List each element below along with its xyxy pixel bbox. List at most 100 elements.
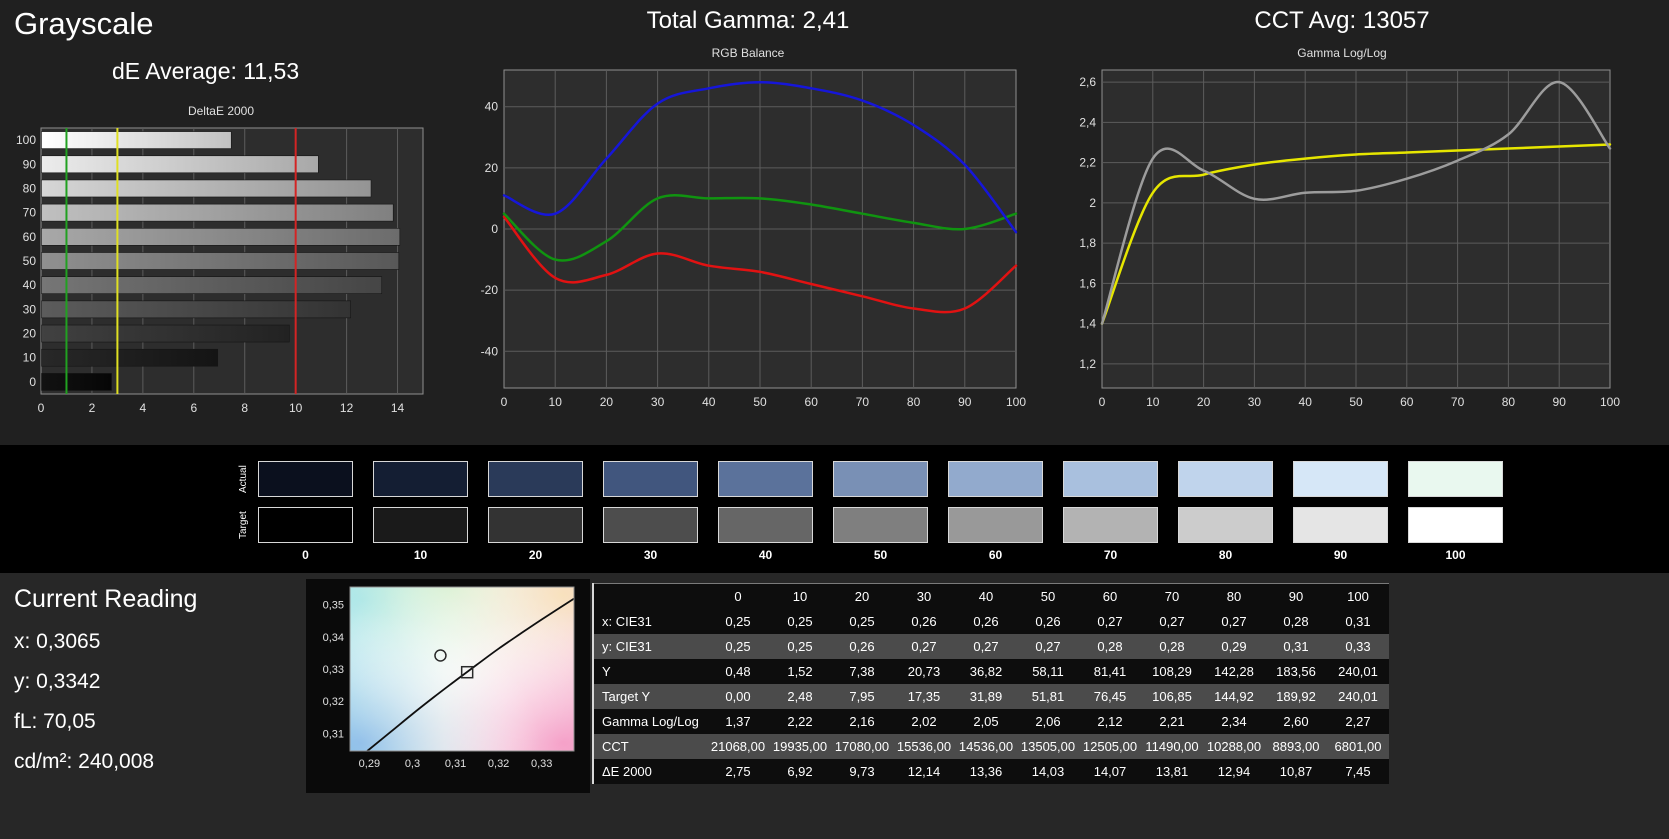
table-cell: 11490,00 [1145, 738, 1199, 754]
table-cell: 14,03 [1031, 763, 1065, 779]
table-row: y: CIE31 0,25 0,25 0,26 0,27 0,27 0,27 0,28 0,28… [593, 633, 1389, 659]
svg-text:12: 12 [340, 401, 354, 415]
svg-text:80: 80 [23, 181, 37, 195]
table-cell: 0,27 [973, 638, 999, 654]
table-cell: 12505,00 [1082, 738, 1138, 754]
svg-text:80: 80 [907, 395, 921, 409]
table-col-header: 10 [792, 588, 808, 604]
deltae-chart-panel: DeltaE 2000 0 2 4 6 8 10 12 14 100 90 80 70 60 50 40 30… [6, 96, 436, 422]
table-cell: 13505,00 [1020, 738, 1076, 754]
deltae-bar-70 [41, 203, 394, 222]
table-cell: 0,33 [1345, 638, 1371, 654]
table-cell: 189,92 [1276, 688, 1316, 704]
table-cell: 2,34 [1221, 713, 1247, 729]
table-cell: 81,41 [1093, 663, 1127, 679]
table-cell: 0,26 [973, 613, 999, 629]
table-cell: 0,27 [1221, 613, 1247, 629]
table-cell: 17080,00 [834, 738, 890, 754]
svg-text:0,32: 0,32 [323, 696, 344, 708]
table-cell: 0,25 [787, 613, 813, 629]
current-reading-fl: fL: 70,05 [14, 710, 96, 733]
table-cell: 1,52 [787, 663, 813, 679]
table-cell: 13,36 [969, 763, 1003, 779]
svg-text:0: 0 [491, 222, 498, 236]
table-cell: 0,26 [911, 613, 937, 629]
svg-text:1,4: 1,4 [1079, 317, 1096, 331]
svg-text:1,2: 1,2 [1079, 357, 1096, 371]
table-cell: 0,27 [911, 638, 937, 654]
svg-text:2,2: 2,2 [1079, 156, 1096, 170]
table-row-label: Gamma Log/Log [602, 713, 699, 729]
svg-text:2,6: 2,6 [1079, 75, 1096, 89]
svg-text:10: 10 [549, 395, 563, 409]
rgb-chart-title: RGB Balance [711, 46, 785, 60]
svg-text:1,8: 1,8 [1079, 236, 1096, 250]
actual-swatch-0 [258, 461, 353, 497]
svg-text:90: 90 [23, 157, 37, 171]
swatch-level-label: 70 [1103, 548, 1118, 562]
actual-swatch-100 [1408, 461, 1503, 497]
deltae-bar-50 [41, 252, 400, 270]
table-row: ΔE 2000 2,75 6,92 9,73 12,14 13,36 14,03 14,07 1… [593, 758, 1389, 784]
table-cell: 144,92 [1214, 688, 1254, 704]
swatch-level-label: 50 [873, 548, 888, 562]
svg-text:0,29: 0,29 [359, 758, 380, 770]
table-cell: 10288,00 [1206, 738, 1262, 754]
table-row: x: CIE31 0,25 0,25 0,25 0,26 0,26 0,26 0,27 0,27… [593, 608, 1389, 634]
svg-text:20: 20 [1197, 395, 1211, 409]
table-cell: 106,85 [1152, 688, 1192, 704]
table-cell: 240,01 [1338, 688, 1378, 704]
table-col-header: 0 [734, 588, 742, 604]
current-reading-panel: Current Reading x: 0,3065 y: 0,3342 fL: … [14, 585, 197, 790]
swatch-level-label: 40 [758, 548, 773, 562]
target-swatch-80 [1178, 507, 1273, 543]
table-cell: 0,31 [1345, 613, 1371, 629]
table-cell: 0,28 [1283, 613, 1309, 629]
table-cell: 0,28 [1097, 638, 1123, 654]
table-cell: 2,48 [787, 688, 813, 704]
deltae-bar-30 [41, 300, 351, 319]
table-cell: 0,27 [1097, 613, 1123, 629]
table-col-header: 30 [916, 588, 932, 604]
table-cell: 2,12 [1097, 713, 1123, 729]
gamma-panel: CCT Avg: 13057 Gamma Log/Log 0 10 20 30 40 50… [1052, 4, 1632, 416]
cie-diagram-panel: 0,31 0,32 0,33 0,34 0,35 0,29 0,3 0,31 0,32 0,33 [306, 579, 590, 793]
target-swatch-40 [718, 507, 813, 543]
deltae-bar-20 [41, 324, 290, 343]
svg-text:40: 40 [23, 278, 37, 292]
table-cell: 6801,00 [1334, 738, 1382, 754]
svg-text:2,4: 2,4 [1079, 115, 1096, 129]
swatch-level-label: 20 [528, 548, 543, 562]
table-cell: 7,95 [849, 688, 875, 704]
cct-avg-value: CCT Avg: 13057 [1254, 7, 1430, 34]
target-swatch-0 [258, 507, 353, 543]
swatch-level-label: 30 [643, 548, 658, 562]
table-col-header: 50 [1040, 588, 1056, 604]
swatch-level-labels: 0 10 20 30 40 50 60 70 80 90 100 [258, 548, 1503, 562]
svg-text:60: 60 [805, 395, 819, 409]
table-cell: 0,27 [1159, 613, 1185, 629]
svg-text:60: 60 [1400, 395, 1414, 409]
target-point-marker [460, 665, 474, 679]
table-cell: 0,48 [725, 663, 751, 679]
svg-text:0,35: 0,35 [323, 600, 344, 612]
table-col-header: 90 [1288, 588, 1304, 604]
table-cell: 183,56 [1276, 663, 1316, 679]
current-reading-x: x: 0,3065 [14, 630, 101, 653]
rgb_balance-blue-line [502, 80, 1018, 234]
daylight-locus-curve [366, 597, 575, 752]
table-cell: 2,05 [973, 713, 999, 729]
measured-point-marker [434, 649, 447, 662]
grayscale-swatch-section: Actual Target 0 10 20 30 40 50 60 70 80 90 100 [0, 445, 1669, 573]
rgb_balance-red-line [502, 215, 1018, 314]
svg-text:40: 40 [485, 100, 499, 114]
svg-text:30: 30 [651, 395, 665, 409]
actual-swatch-50 [833, 461, 928, 497]
table-row-label: ΔE 2000 [602, 763, 652, 779]
charts-section: Grayscale dE Average: 11,53 DeltaE 2000 … [6, 4, 1632, 422]
svg-text:90: 90 [1553, 395, 1567, 409]
table-cell: 7,38 [849, 663, 875, 679]
table-cell: 2,75 [725, 763, 751, 779]
svg-text:0: 0 [1099, 395, 1106, 409]
target-swatch-30 [603, 507, 698, 543]
